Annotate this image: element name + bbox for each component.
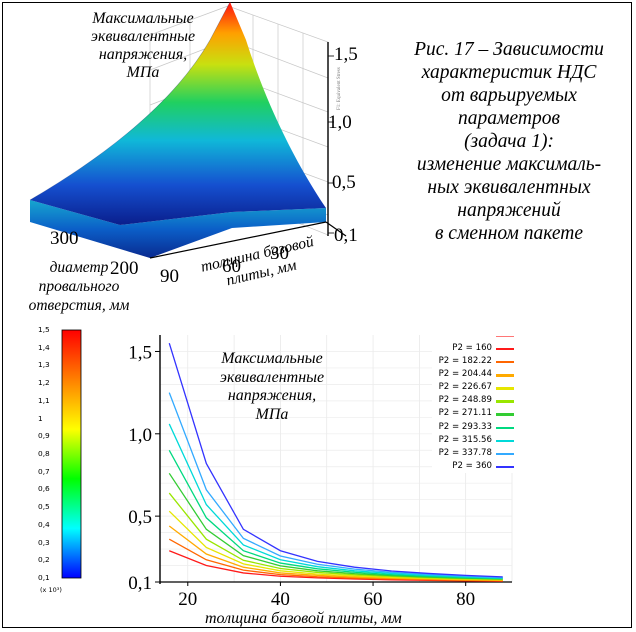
series-line <box>168 343 503 578</box>
legend-entry: P2 = 182.22 <box>432 355 514 368</box>
colorbar-tick: 0,1 <box>38 573 50 582</box>
legend-entry: P2 = 271.11 <box>432 407 514 420</box>
colorbar-tick: 0,3 <box>38 537 50 547</box>
y-tick-label: 1,5 <box>128 342 152 363</box>
legend-swatch <box>496 426 514 429</box>
x-tick-label: 20 <box>178 589 197 610</box>
x-tick-label: 80 <box>456 589 475 610</box>
thickness-tick: 90 <box>160 266 179 287</box>
legend-label: P2 = 293.33 <box>438 421 492 432</box>
series-line <box>168 510 503 581</box>
colorbar-multiplier: (x 10³) <box>40 586 62 594</box>
colorbar-tick: 1,5 <box>38 325 50 334</box>
y-tick-label: 0,1 <box>128 573 152 594</box>
legend-entry: P2 = 293.33 <box>432 421 514 434</box>
surface-mesh <box>30 200 326 258</box>
series-line <box>168 472 503 580</box>
svg-text:F1: Equivalent Stress: F1: Equivalent Stress <box>337 67 342 110</box>
legend-entry: P2 = 204.44 <box>432 368 514 381</box>
colorbar-tick: 0,2 <box>38 555 50 565</box>
diameter-tick: 300 <box>50 228 79 249</box>
legend-label: P2 = 204.44 <box>438 369 492 380</box>
series-line <box>168 423 503 579</box>
legend-label: P2 = 182.22 <box>438 356 492 367</box>
legend-label: P2 = 248.89 <box>438 395 492 406</box>
x-tick-label: 60 <box>364 589 383 610</box>
y-tick-label: 1,0 <box>128 425 152 446</box>
x-axis-label: толщина базовой плиты, мм <box>205 610 402 627</box>
legend-entry: P2 = 337.78 <box>432 447 514 460</box>
legend-label: P2 = 160 <box>452 343 492 353</box>
chart-title: Максимальные эквивалентные напряжения, М… <box>219 350 325 423</box>
colorbar-tick: 1,3 <box>38 360 50 370</box>
chart-legend: P2 = 160 P2 = 182.22 P2 = 204.44 P2 = 226.6… <box>432 330 514 473</box>
surface-z-tick: 1,0 <box>328 112 352 133</box>
legend-label: P2 = 315.56 <box>438 434 492 445</box>
series-line <box>168 525 503 582</box>
colorbar <box>61 329 82 579</box>
legend-label: P2 = 360 <box>452 460 492 471</box>
colorbar-tick: 1,2 <box>38 378 50 388</box>
colorbar-tick: 1,4 <box>38 342 50 352</box>
diameter-tick: 200 <box>110 258 139 279</box>
legend-swatch <box>496 361 514 364</box>
legend-swatch <box>496 400 514 403</box>
legend-entry: P2 = 160 <box>432 342 514 355</box>
colorbar-tick: 0,6 <box>38 484 50 494</box>
colorbar-tick: 0,5 <box>38 502 50 512</box>
legend-swatch <box>496 387 514 390</box>
series-line <box>168 392 503 579</box>
legend-swatch <box>496 439 514 443</box>
legend-entry: P2 = 226.67 <box>432 381 514 394</box>
series-line <box>168 449 503 580</box>
legend-label: P2 = 226.67 <box>438 382 492 393</box>
surface-z-tick: 0,5 <box>332 172 356 193</box>
legend-entry: P2 = 248.89 <box>432 394 514 407</box>
surface-z-tick: 1,5 <box>334 44 358 65</box>
legend-label: P2 = 337.78 <box>438 447 492 458</box>
surface-z-tick: 0,1 <box>334 225 358 246</box>
legend-swatch <box>496 374 514 377</box>
colorbar-tick: 1 <box>38 413 43 423</box>
colorbar-tick: 1,1 <box>38 395 50 405</box>
legend-label: P2 = 271.11 <box>438 408 492 419</box>
colorbar-tick: 0,9 <box>38 431 50 441</box>
legend-entry: P2 = 315.56 <box>432 434 514 447</box>
legend-entry: P2 = 360 <box>432 460 514 473</box>
colorbar-tick: 0,8 <box>38 449 50 458</box>
surface-x-label: диаметр провального отверстия, мм <box>28 259 130 314</box>
figure-caption: Рис. 17 – Зависимости характеристик НДС … <box>414 39 604 244</box>
legend-swatch <box>496 465 514 469</box>
legend-swatch <box>496 413 514 416</box>
surface-z-label: Максимальные эквивалентные напряжения, М… <box>90 10 196 81</box>
colorbar-tick: 0,7 <box>38 466 50 476</box>
thickness-tick: 30 <box>270 243 289 264</box>
y-tick-label: 0,5 <box>128 507 152 528</box>
x-tick-label: 40 <box>271 589 290 610</box>
surface-top <box>30 2 326 225</box>
legend-swatch <box>496 452 514 456</box>
thickness-tick: 60 <box>222 256 241 277</box>
legend-swatch <box>496 348 514 351</box>
colorbar-tick: 0,4 <box>38 519 50 529</box>
